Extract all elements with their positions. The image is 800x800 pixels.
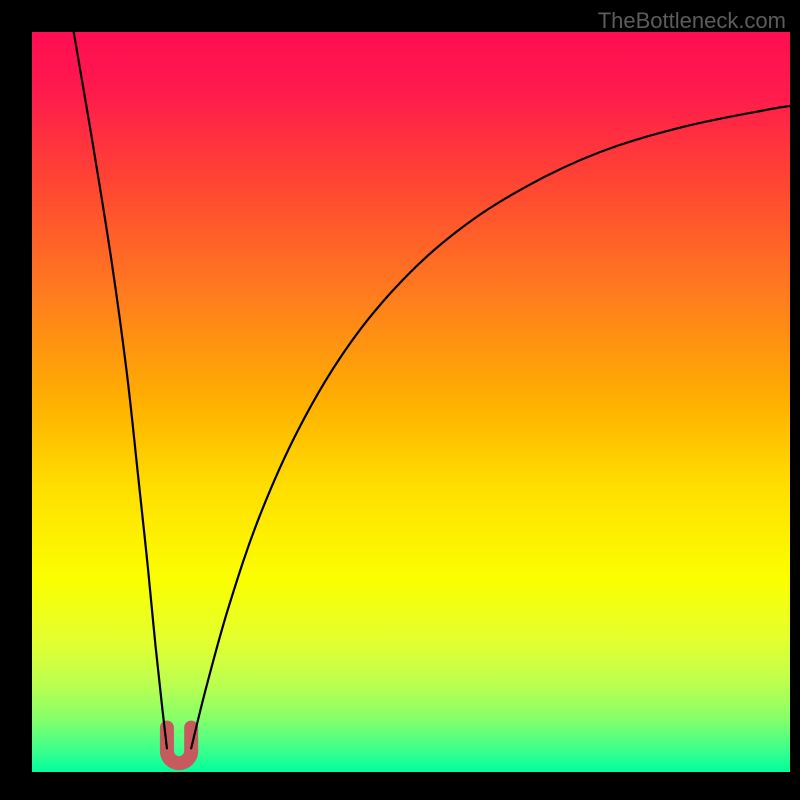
curve-left-branch [74,32,167,748]
watermark-text: TheBottleneck.com [598,8,786,34]
plot-area [32,32,790,772]
bottleneck-curve-layer [32,32,790,772]
valley-u-marker [167,728,191,764]
curve-right-branch [191,106,790,748]
bottleneck-chart-container: TheBottleneck.com [0,0,800,800]
